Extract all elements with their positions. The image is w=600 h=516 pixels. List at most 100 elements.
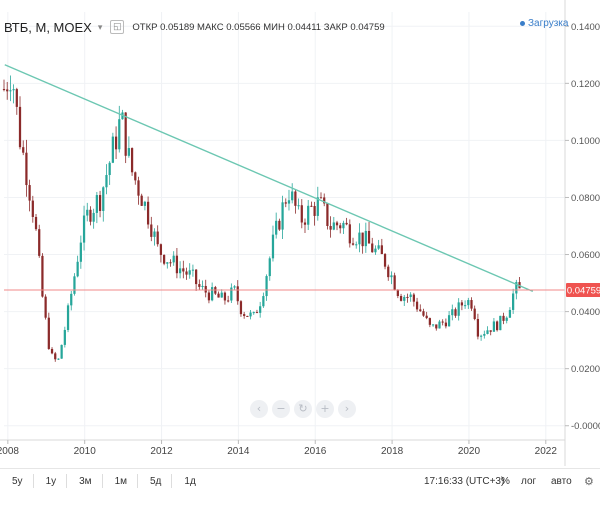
candle bbox=[499, 315, 502, 331]
divider bbox=[171, 474, 173, 488]
candle bbox=[185, 267, 188, 280]
candle-body bbox=[431, 324, 435, 326]
symbol-title[interactable]: ВТБ, М, MOEX bbox=[4, 19, 92, 35]
candles bbox=[2, 75, 521, 362]
range-1m-button[interactable]: 1м bbox=[114, 475, 127, 487]
candle-body bbox=[358, 232, 361, 245]
candle-body bbox=[470, 300, 473, 309]
reset-icon: ↻ bbox=[298, 402, 308, 415]
candle-body bbox=[172, 255, 175, 263]
candle-body bbox=[143, 201, 147, 206]
range-5y-button[interactable]: 5y bbox=[12, 475, 23, 487]
candle bbox=[82, 205, 86, 251]
candle bbox=[220, 289, 223, 298]
candle bbox=[278, 218, 281, 231]
candle bbox=[441, 319, 444, 326]
settings-toggle-icon[interactable]: ◱ bbox=[110, 20, 125, 34]
candle bbox=[211, 282, 214, 302]
candle bbox=[28, 179, 31, 212]
time-axis[interactable]: 2008 2010 2012 2014 2016 2018 2020 2022 bbox=[0, 439, 565, 457]
candle-body bbox=[249, 312, 252, 317]
candle bbox=[207, 290, 211, 304]
range-1y-button[interactable]: 1y bbox=[45, 475, 57, 487]
candle-body bbox=[76, 261, 79, 277]
candle-body bbox=[265, 276, 268, 297]
loading-text: Загрузка bbox=[528, 18, 569, 29]
candle bbox=[22, 140, 25, 156]
percent-scale-button[interactable]: % bbox=[501, 475, 510, 487]
scroll-right-button[interactable]: › bbox=[338, 400, 356, 418]
candle bbox=[130, 147, 134, 176]
candle bbox=[243, 311, 246, 319]
candle bbox=[332, 216, 335, 231]
candle-body bbox=[345, 222, 348, 225]
range-5d-button[interactable]: 5д bbox=[150, 475, 162, 487]
candle-body bbox=[409, 294, 412, 298]
candle-body bbox=[63, 329, 66, 345]
candle bbox=[396, 289, 399, 299]
candle-body bbox=[137, 180, 140, 196]
candle-body bbox=[502, 315, 505, 321]
x-tick-label: 2018 bbox=[381, 446, 404, 457]
candle bbox=[15, 87, 18, 115]
zoom-out-button[interactable]: − bbox=[272, 400, 290, 418]
candle-body bbox=[9, 90, 12, 92]
candle bbox=[361, 232, 364, 254]
candle bbox=[2, 79, 6, 92]
candle-body bbox=[486, 330, 489, 334]
candle-body bbox=[454, 309, 457, 316]
candle-body bbox=[102, 187, 105, 211]
candle-body bbox=[332, 222, 335, 230]
candle bbox=[95, 191, 98, 224]
candle-body bbox=[86, 209, 89, 216]
candle-body bbox=[66, 305, 70, 330]
candle bbox=[73, 273, 76, 296]
candle bbox=[70, 290, 73, 311]
candle-body bbox=[223, 292, 227, 301]
candle-body bbox=[399, 295, 403, 301]
clock-timezone-button[interactable]: 17:16:33 (UTC+3) bbox=[424, 475, 505, 487]
candle-body bbox=[236, 286, 239, 302]
divider bbox=[32, 474, 34, 488]
auto-scale-button[interactable]: авто bbox=[551, 475, 572, 487]
chevron-down-icon[interactable]: ▾ bbox=[97, 21, 103, 32]
candle-body bbox=[300, 205, 303, 223]
candle-body bbox=[396, 290, 399, 296]
candle-body bbox=[310, 205, 313, 207]
candle-body bbox=[335, 222, 339, 226]
candle bbox=[134, 171, 137, 185]
reset-button[interactable]: ↻ bbox=[294, 400, 312, 418]
zoom-in-button[interactable]: + bbox=[316, 400, 334, 418]
range-3m-button[interactable]: 3м bbox=[79, 475, 92, 487]
candle bbox=[198, 279, 201, 290]
candle bbox=[38, 224, 41, 258]
candle-body bbox=[73, 276, 76, 294]
candle bbox=[457, 298, 460, 321]
candle-body bbox=[419, 309, 422, 312]
candle bbox=[98, 190, 102, 218]
candle bbox=[249, 309, 252, 320]
range-1d-button[interactable]: 1д bbox=[184, 475, 196, 487]
log-scale-button[interactable]: лог bbox=[521, 475, 537, 487]
candle-body bbox=[294, 191, 297, 206]
candle bbox=[444, 318, 448, 329]
candle-body bbox=[380, 245, 383, 255]
candle-body bbox=[28, 185, 31, 201]
candle-body bbox=[374, 248, 377, 253]
candle bbox=[230, 283, 233, 304]
candle bbox=[297, 198, 300, 210]
candle-body bbox=[153, 231, 156, 237]
candle bbox=[252, 311, 255, 315]
candle bbox=[303, 218, 307, 234]
candle bbox=[512, 288, 515, 314]
scroll-left-button[interactable]: ‹ bbox=[250, 400, 268, 418]
candle-body bbox=[252, 312, 255, 314]
candle-body bbox=[444, 322, 448, 327]
candle-body bbox=[38, 229, 41, 256]
gear-icon[interactable]: ⚙ bbox=[584, 474, 594, 488]
candle bbox=[291, 183, 294, 204]
candle bbox=[259, 301, 262, 318]
candle-body bbox=[275, 220, 278, 235]
